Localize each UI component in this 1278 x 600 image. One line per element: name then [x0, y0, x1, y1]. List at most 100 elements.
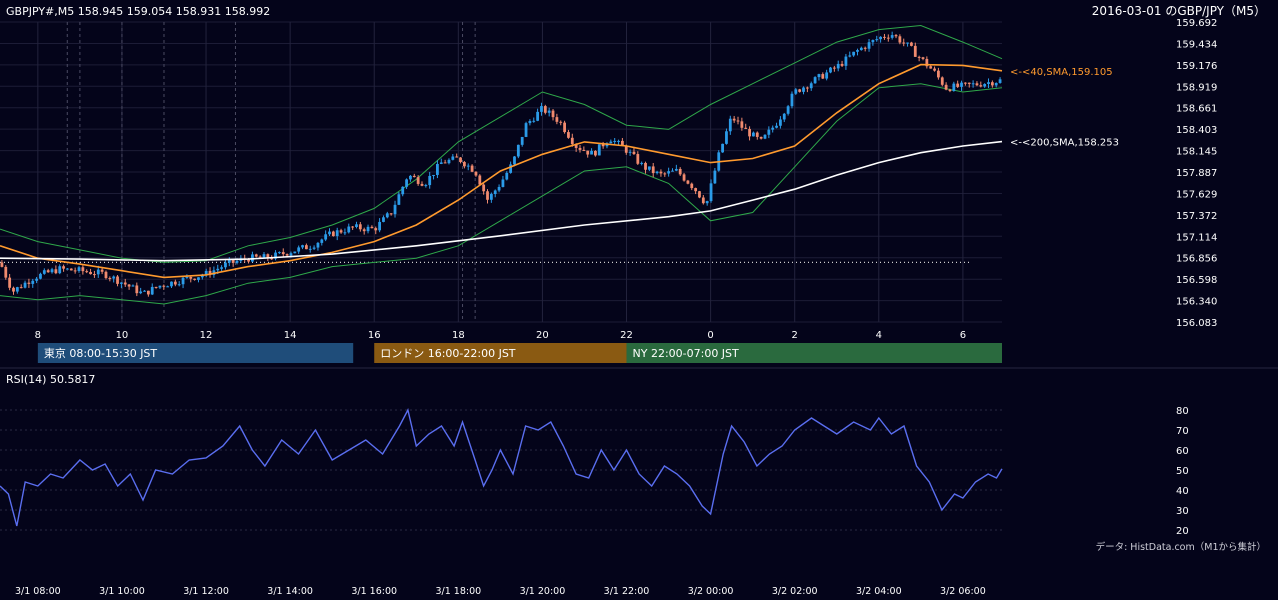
candle-body: [428, 175, 432, 186]
candle-body: [871, 40, 875, 43]
candle-body: [146, 290, 150, 295]
time-tick-label: 3/1 14:00: [267, 586, 313, 597]
hour-tick-label: 6: [960, 330, 966, 341]
candle-body: [721, 143, 724, 153]
candle-body: [913, 45, 917, 57]
candle-body: [547, 110, 551, 113]
candle-body: [694, 188, 698, 192]
candle-body: [921, 57, 925, 59]
candle-body: [628, 151, 632, 153]
time-tick-label: 3/2 04:00: [856, 586, 902, 597]
session-label: 東京 08:00-15:30 JST: [44, 346, 158, 360]
candle-body: [335, 230, 339, 237]
candle-body: [979, 85, 983, 87]
candle-body: [131, 285, 135, 287]
candle-body: [270, 258, 274, 260]
time-tick-label: 3/1 20:00: [520, 586, 566, 597]
price-tick-label: 156.340: [1176, 297, 1217, 308]
candle-body: [462, 162, 466, 167]
price-tick-label: 159.434: [1176, 39, 1217, 50]
candle-body: [809, 83, 813, 89]
candle-body: [698, 191, 701, 198]
time-tick-label: 3/1 22:00: [604, 586, 650, 597]
candle-body: [96, 269, 100, 275]
moving-averages: <-<40,SMA,159.105 <-<200,SMA,158.253: [0, 63, 1119, 279]
candle-body: [4, 266, 8, 278]
candle-body: [848, 55, 852, 57]
session-bar: [37, 343, 354, 363]
candle-body: [829, 67, 832, 73]
candle-body: [19, 287, 23, 289]
candle-body: [540, 106, 543, 112]
candle-body: [883, 36, 886, 38]
candle-body: [432, 174, 435, 176]
candle-body: [667, 171, 671, 174]
ohlc-header: GBPJPY#,M5 158.945 159.054 158.931 158.9…: [6, 5, 270, 18]
session-label: NY 22:00-07:00 JST: [633, 347, 740, 360]
candle-body: [659, 171, 663, 174]
candle-body: [447, 159, 451, 164]
candle-body: [759, 136, 763, 139]
candle-body: [975, 83, 979, 86]
candle-body: [725, 131, 728, 144]
price-tick-label: 156.083: [1176, 318, 1217, 329]
candle-body: [301, 245, 304, 248]
candle-body: [586, 150, 590, 155]
hour-tick-label: 14: [284, 330, 297, 341]
candle-body: [990, 82, 994, 86]
candle-body: [836, 63, 840, 69]
candle-body: [170, 281, 173, 287]
rsi-series: [0, 408, 1003, 527]
candle-body: [135, 285, 139, 294]
candle-body: [247, 259, 250, 262]
candle-body: [66, 268, 69, 270]
candle-body: [324, 234, 328, 240]
candle-body: [709, 183, 713, 202]
candle-body: [343, 232, 347, 234]
candle-body: [655, 171, 659, 174]
candle-body: [640, 162, 644, 164]
candle-body: [308, 248, 312, 250]
price-tick-label: 156.598: [1176, 275, 1217, 286]
candle-body: [405, 179, 408, 187]
chart-title: 2016-03-01 のGBP/JPY（M5）: [1092, 4, 1266, 18]
candle-body: [551, 110, 555, 118]
session-bars: 東京 08:00-15:30 JST ロンドン 16:00-22:00 JST NY…: [37, 343, 1002, 363]
candle-body: [983, 84, 987, 87]
candle-body: [636, 154, 640, 164]
candle-body: [748, 128, 751, 137]
candle-body: [258, 256, 262, 258]
candle-body: [424, 185, 428, 187]
candle-body: [732, 118, 736, 121]
candle-body: [116, 276, 119, 284]
candle-body: [401, 186, 405, 195]
time-tick-label: 3/1 12:00: [183, 586, 229, 597]
candle-body: [200, 275, 204, 278]
candle-body: [262, 254, 266, 258]
candle-body: [58, 266, 62, 274]
candle-body: [251, 254, 254, 262]
candle-body: [929, 66, 933, 69]
candle-body: [555, 117, 559, 122]
price-tick-label: 159.176: [1176, 61, 1217, 72]
candle-body: [505, 172, 509, 180]
candle-body: [501, 179, 505, 187]
candle-body: [108, 278, 112, 280]
price-grid: [0, 21, 1002, 323]
candle-body: [952, 83, 956, 91]
candle-body: [347, 226, 351, 233]
candle-body: [817, 74, 821, 78]
candle-body: [647, 166, 651, 170]
candle-body: [374, 228, 378, 231]
price-tick-label: 158.919: [1176, 82, 1217, 93]
hour-tick-label: 18: [452, 330, 465, 341]
candle-body: [312, 247, 316, 249]
candle-body: [771, 127, 775, 130]
candle-body: [956, 83, 960, 87]
candle-body: [786, 106, 790, 114]
hour-tick-label: 4: [876, 330, 882, 341]
candle-body: [890, 35, 894, 38]
candle-body: [601, 144, 605, 147]
candle-body: [420, 183, 424, 186]
